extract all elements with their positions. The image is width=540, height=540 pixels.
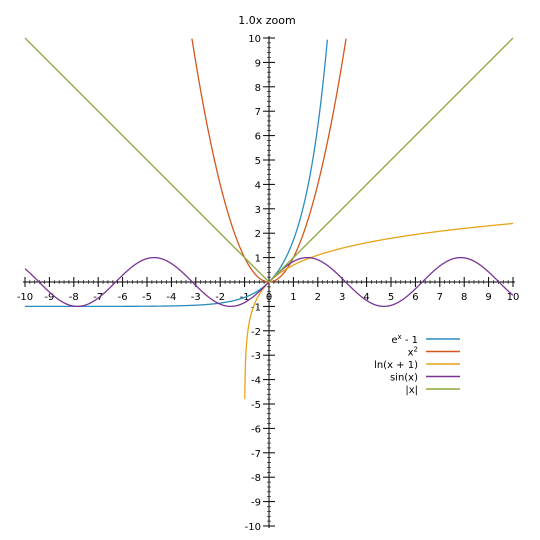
x-tick-label: -6 [118, 292, 128, 303]
legend-entry-label: sin(x) [390, 373, 418, 384]
x-tick-label: -4 [166, 292, 176, 303]
curves [24, 37, 514, 399]
x-tick-label: 2 [315, 292, 321, 303]
series-line-abs [24, 37, 514, 283]
x-tick-label: -2 [215, 292, 225, 303]
y-tick-label: 4 [255, 180, 261, 191]
x-tick-label: 4 [363, 292, 369, 303]
x-tick-label: 3 [339, 292, 345, 303]
legend-entry-label: x2 [408, 346, 418, 359]
y-tick-label: -9 [251, 498, 261, 509]
x-tick-label: -8 [69, 292, 79, 303]
x-tick-label: 0 [266, 292, 272, 303]
x-tick-label: -3 [191, 292, 201, 303]
x-tick-label: 1 [290, 292, 296, 303]
y-tick-label: -8 [251, 473, 261, 484]
y-tick-label: -3 [251, 351, 261, 362]
legend-entry-label: ln(x + 1) [374, 360, 418, 371]
zoom-level-label: 1.0x zoom [238, 14, 295, 27]
y-tick-label: -2 [251, 327, 261, 338]
y-tick-label: -6 [251, 424, 261, 435]
x-tick-label: -9 [44, 292, 54, 303]
legend-entry-label: |x| [405, 385, 418, 396]
y-tick-label: 8 [255, 83, 261, 94]
y-tick-label: -7 [251, 449, 261, 460]
y-tick-label: -4 [251, 376, 261, 387]
x-tick-label: 9 [485, 292, 491, 303]
x-tick-label: 10 [507, 292, 520, 303]
y-tick-label: -10 [245, 522, 261, 533]
axes: -10 -9 -8 -7 -6 -5 -4 -3 -2 -1 0 1 2 3 4 5 6 7 8 9 101234567… [17, 34, 520, 533]
legend-entry-label: ex - 1 [391, 333, 418, 346]
y-tick-label: -5 [251, 400, 261, 411]
x-tick-label: 5 [388, 292, 394, 303]
y-tick-label: 9 [255, 58, 261, 69]
y-tick-label: 3 [255, 205, 261, 216]
y-tick-label: 10 [248, 34, 261, 45]
y-tick-label: 1 [255, 254, 261, 265]
y-tick-label: 6 [255, 132, 261, 143]
x-tick-label: 7 [437, 292, 443, 303]
y-tick-label: 7 [255, 107, 261, 118]
y-tick-label: -1 [251, 302, 261, 313]
y-tick-label: 5 [255, 156, 261, 167]
x-tick-label: -5 [142, 292, 152, 303]
x-tick-label: -10 [17, 292, 33, 303]
series-line-log1p [244, 222, 514, 399]
x-tick-label: 6 [412, 292, 418, 303]
y-tick-label: 2 [255, 229, 261, 240]
x-tick-label: 8 [461, 292, 467, 303]
